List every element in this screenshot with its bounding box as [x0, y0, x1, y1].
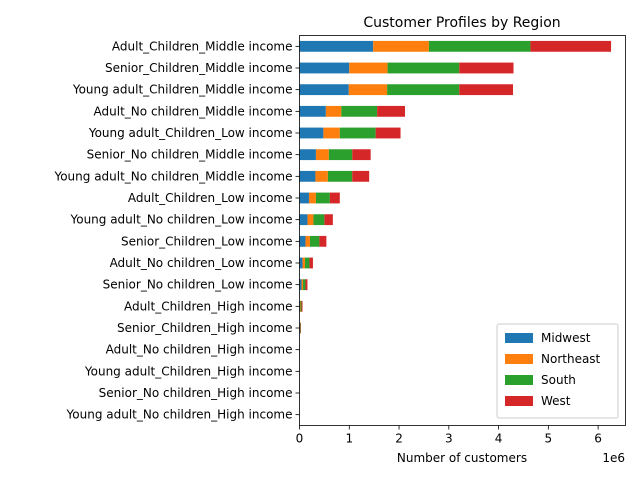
bar-northeast-4 [323, 128, 339, 139]
legend: Midwest Northeast South West [497, 324, 618, 418]
x-tick-label: 1 [345, 432, 353, 446]
y-tick-label: Senior_No children_Middle income [87, 148, 293, 162]
bar-south-1 [388, 63, 460, 74]
y-tick-label: Adult_Children_High income [124, 299, 293, 313]
y-tick-label: Adult_No children_High income [106, 343, 293, 357]
bar-west-0 [530, 41, 611, 52]
bar-northeast-11 [301, 279, 302, 290]
bar-midwest-0 [300, 41, 374, 52]
y-tick-label: Adult_No children_Low income [110, 256, 293, 270]
y-tick-label: Young adult_Children_Middle income [72, 83, 293, 97]
bar-south-9 [310, 236, 319, 247]
legend-label-northeast: Northeast [541, 352, 601, 366]
bar-northeast-3 [326, 106, 341, 117]
legend-swatch-south [505, 375, 533, 385]
x-tick-label: 0 [296, 432, 304, 446]
x-tick-label: 2 [395, 432, 403, 446]
x-tick-label: 6 [594, 432, 602, 446]
y-tick-label: Young adult_Children_High income [84, 364, 293, 378]
y-tick-label: Senior_Children_High income [117, 321, 293, 335]
bar-midwest-5 [300, 149, 316, 160]
legend-swatch-northeast [505, 354, 533, 364]
bar-south-6 [328, 171, 352, 182]
chart-title: Customer Profiles by Region [363, 15, 560, 31]
bar-west-5 [352, 149, 370, 160]
bar-northeast-6 [315, 171, 327, 182]
bar-west-3 [377, 106, 405, 117]
bar-south-2 [387, 84, 459, 95]
bar-midwest-7 [300, 193, 309, 204]
bar-west-11 [305, 279, 307, 290]
x-axis-label: Number of customers [397, 451, 527, 465]
y-tick-label: Adult_No children_Middle income [94, 104, 293, 118]
y-tick-label: Young adult_No children_High income [66, 408, 293, 422]
legend-swatch-midwest [505, 333, 533, 343]
bar-midwest-2 [300, 84, 349, 95]
y-tick-label: Senior_Children_Low income [121, 234, 293, 248]
bar-west-4 [376, 128, 401, 139]
bar-west-1 [459, 63, 513, 74]
y-tick-label: Adult_Children_Low income [128, 191, 293, 205]
bar-midwest-6 [300, 171, 316, 182]
y-tick-label: Senior_No children_High income [99, 386, 293, 400]
legend-swatch-west [505, 396, 533, 406]
bar-northeast-9 [305, 236, 309, 247]
y-tick-label: Young adult_No children_Low income [69, 213, 292, 227]
bar-northeast-7 [309, 193, 316, 204]
bar-west-8 [324, 214, 332, 225]
bar-south-11 [303, 279, 305, 290]
bar-midwest-8 [300, 214, 308, 225]
bar-south-0 [429, 41, 531, 52]
bar-south-10 [305, 258, 309, 269]
bar-midwest-1 [300, 63, 350, 74]
bar-west-12 [301, 301, 302, 312]
bar-west-10 [309, 258, 312, 269]
bar-south-12 [300, 301, 301, 312]
bar-west-2 [459, 84, 513, 95]
y-tick-labels: Adult_Children_Middle income Senior_Child… [53, 39, 299, 421]
bar-midwest-10 [300, 258, 303, 269]
bar-south-3 [341, 106, 377, 117]
bar-west-7 [330, 193, 340, 204]
x-tick-label: 3 [445, 432, 453, 446]
bar-northeast-1 [349, 63, 387, 74]
bar-south-7 [316, 193, 330, 204]
bar-northeast-0 [373, 41, 429, 52]
bar-south-4 [340, 128, 376, 139]
bar-northeast-10 [302, 258, 304, 269]
bar-midwest-9 [300, 236, 306, 247]
y-tick-label: Senior_No children_Low income [103, 278, 293, 292]
bar-south-8 [313, 214, 324, 225]
x-axis-scale-label: 1e6 [602, 451, 625, 465]
bar-west-9 [319, 236, 326, 247]
x-tick-label: 5 [545, 432, 553, 446]
legend-label-west: West [541, 394, 571, 408]
bar-northeast-2 [349, 84, 387, 95]
x-ticks: 0 1 2 3 4 5 6 [296, 426, 602, 446]
bar-west-6 [352, 171, 369, 182]
y-tick-label: Young adult_No children_Middle income [53, 169, 292, 183]
bar-northeast-8 [307, 214, 313, 225]
bar-midwest-4 [300, 128, 324, 139]
legend-label-midwest: Midwest [541, 331, 591, 345]
bar-midwest-3 [300, 106, 326, 117]
x-tick-label: 4 [495, 432, 503, 446]
y-tick-label: Adult_Children_Middle income [112, 39, 293, 53]
legend-label-south: South [541, 373, 576, 387]
y-tick-label: Senior_Children_Middle income [105, 61, 293, 75]
bar-northeast-5 [316, 149, 329, 160]
bar-south-5 [329, 149, 352, 160]
y-tick-label: Young adult_Children_Low income [88, 126, 293, 140]
